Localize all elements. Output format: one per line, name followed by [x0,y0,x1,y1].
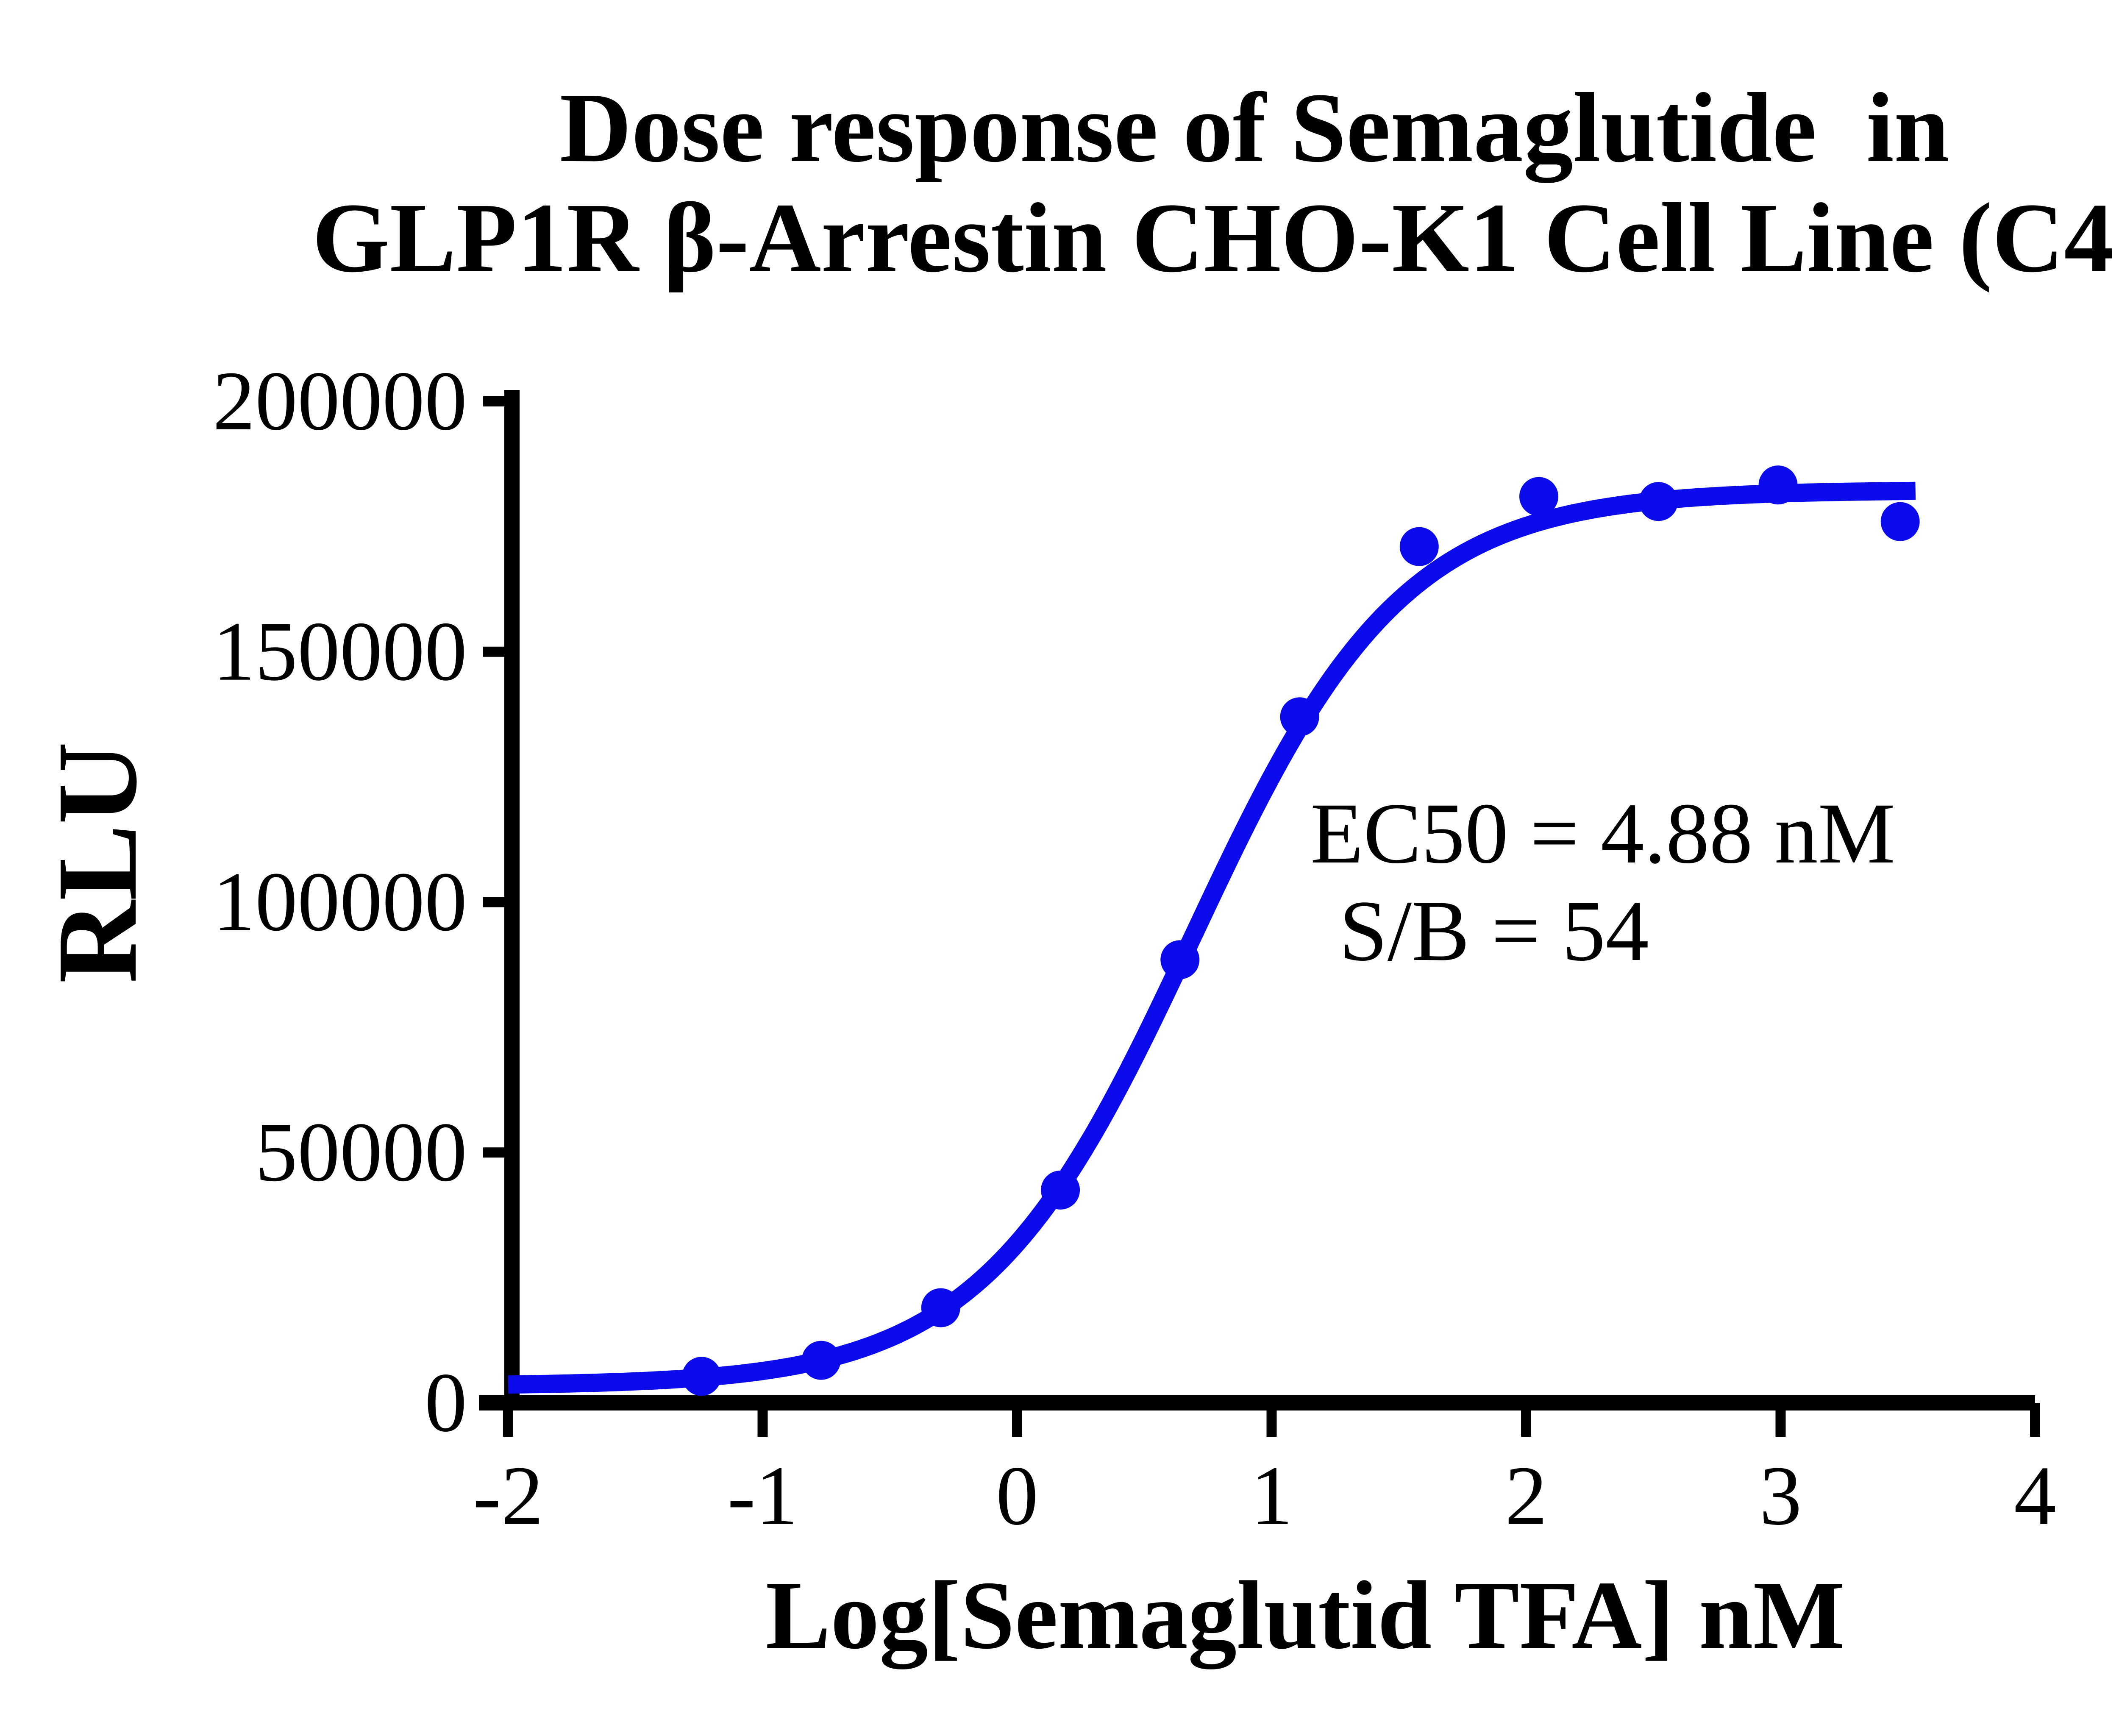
x-tick-label: 4 [2014,1449,2056,1543]
data-point-marker [921,1288,960,1327]
y-axis-label: RLU [34,742,161,983]
data-points [682,465,1920,1396]
x-tick-label: 2 [1505,1449,1547,1543]
y-tick-label: 100000 [213,855,467,949]
data-point-marker [1758,465,1798,505]
data-point-marker [1280,697,1319,737]
x-tick-label: 0 [996,1449,1038,1543]
fit-curve [504,481,1922,1394]
data-point-marker [1041,1170,1080,1210]
data-point-marker [1399,527,1439,566]
annotation-ec50: EC50 = 4.88 nM [1310,785,1895,882]
x-axis-label: Log[Semaglutid TFA] nM [765,1561,1845,1669]
chart-title-line-1: Dose response of Semaglutide in [559,72,1949,183]
data-point-marker [1639,482,1678,521]
data-point-marker [1880,502,1920,541]
y-tick-label: 200000 [213,354,467,448]
x-axis-ticks: -2 -1 0 1 2 3 4 [473,1403,2056,1543]
data-point-marker [1160,940,1200,979]
x-tick-label: 3 [1760,1449,1802,1543]
data-point-marker [1519,477,1558,516]
y-axis-ticks: 0 50000 100000 150000 200000 [213,354,512,1449]
chart-title-line-2: GLP1R β-Arrestin CHO-K1 Cell Line (C41) [312,183,2119,293]
data-point-marker [682,1357,721,1396]
y-tick-label: 150000 [213,605,467,698]
x-tick-label: -1 [727,1449,798,1543]
data-point-marker [801,1341,841,1380]
x-tick-label: 1 [1251,1449,1293,1543]
y-tick-label: 0 [425,1356,467,1449]
x-tick-label: -2 [473,1449,544,1543]
annotation-signal-to-background: S/B = 54 [1339,883,1649,979]
y-tick-label: 50000 [255,1105,467,1199]
